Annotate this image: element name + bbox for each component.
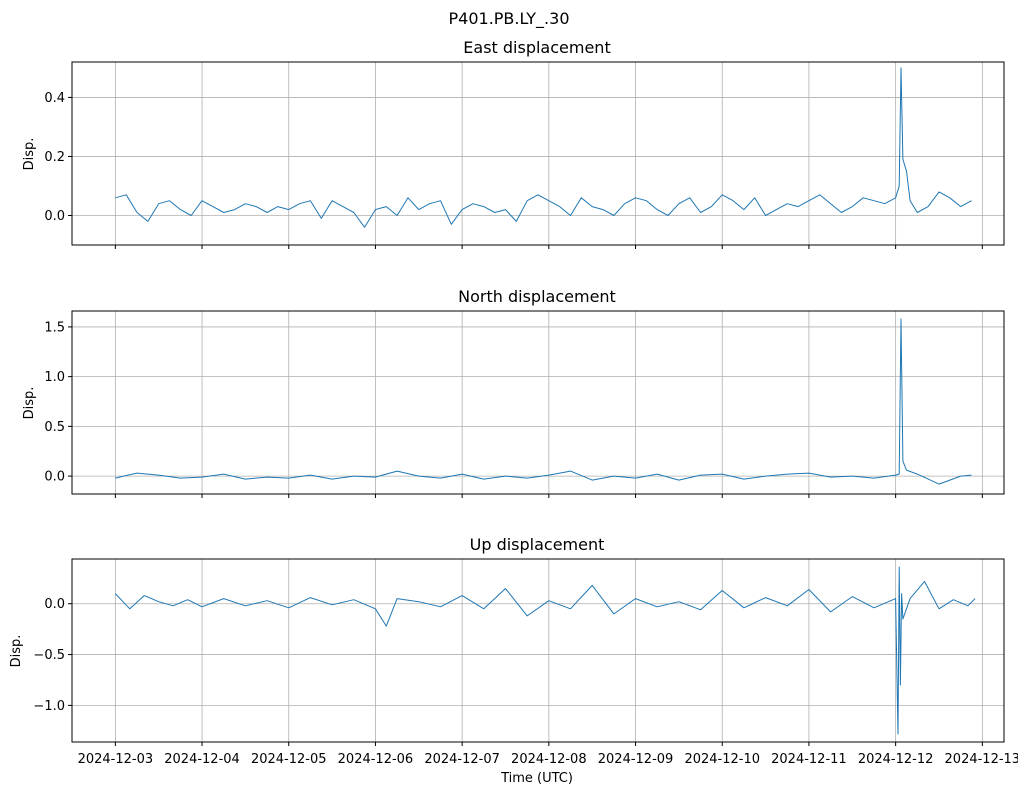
series-line-east [115, 67, 972, 228]
xtick-label: 2024-12-11 [771, 752, 847, 767]
subplot-east: East displacement 0.0 0.2 0.4 Disp. [22, 38, 1005, 249]
ytick-label-east: 0.4 [44, 91, 65, 106]
xlabel: Time (UTC) [500, 771, 573, 786]
xtick-label: 2024-12-04 [164, 752, 240, 767]
xtick-label: 2024-12-09 [598, 752, 674, 767]
xtick-label: 2024-12-12 [858, 752, 934, 767]
ylabel-up: Disp. [9, 635, 24, 668]
ylabel-east: Disp. [22, 138, 37, 171]
subplot-up: Up displacement 2024-12-03 2024-12-04 2024… [9, 535, 1018, 767]
ytick-label-east: 0.0 [44, 209, 65, 224]
xtick-label: 2024-12-05 [251, 752, 327, 767]
ytick-label-up: −0.5 [33, 648, 65, 663]
ytick-label-north: 0.0 [44, 470, 65, 485]
ytick-label-north: 1.5 [44, 320, 65, 335]
xtick-label: 2024-12-03 [78, 752, 154, 767]
series-line-north [115, 318, 972, 485]
plot-frame-east [71, 61, 1005, 246]
ytick-label-north: 0.5 [44, 420, 65, 435]
series-line-up [114, 566, 976, 735]
xtick-label: 2024-12-06 [338, 752, 414, 767]
xtick-label: 2024-12-07 [424, 752, 500, 767]
ylabel-north: Disp. [22, 387, 37, 420]
ytick-label-up: 0.0 [44, 597, 65, 612]
ytick-label-north: 1.0 [44, 370, 65, 385]
plot-frame-north [71, 310, 1005, 495]
subplot-title-east: East displacement [463, 38, 610, 57]
ytick-label-east: 0.2 [44, 150, 65, 165]
subplot-north: North displacement 0.0 0.5 1.0 1.5 Disp. [22, 287, 1005, 498]
figure-suptitle: P401.PB.LY_.30 [449, 9, 570, 29]
xtick-label: 2024-12-08 [511, 752, 587, 767]
subplot-title-north: North displacement [458, 287, 616, 306]
xtick-label: 2024-12-13 [945, 752, 1018, 767]
subplot-title-up: Up displacement [470, 535, 605, 554]
ytick-label-up: −1.0 [33, 699, 65, 714]
xtick-label: 2024-12-10 [684, 752, 760, 767]
plot-frame-up [71, 558, 1005, 743]
